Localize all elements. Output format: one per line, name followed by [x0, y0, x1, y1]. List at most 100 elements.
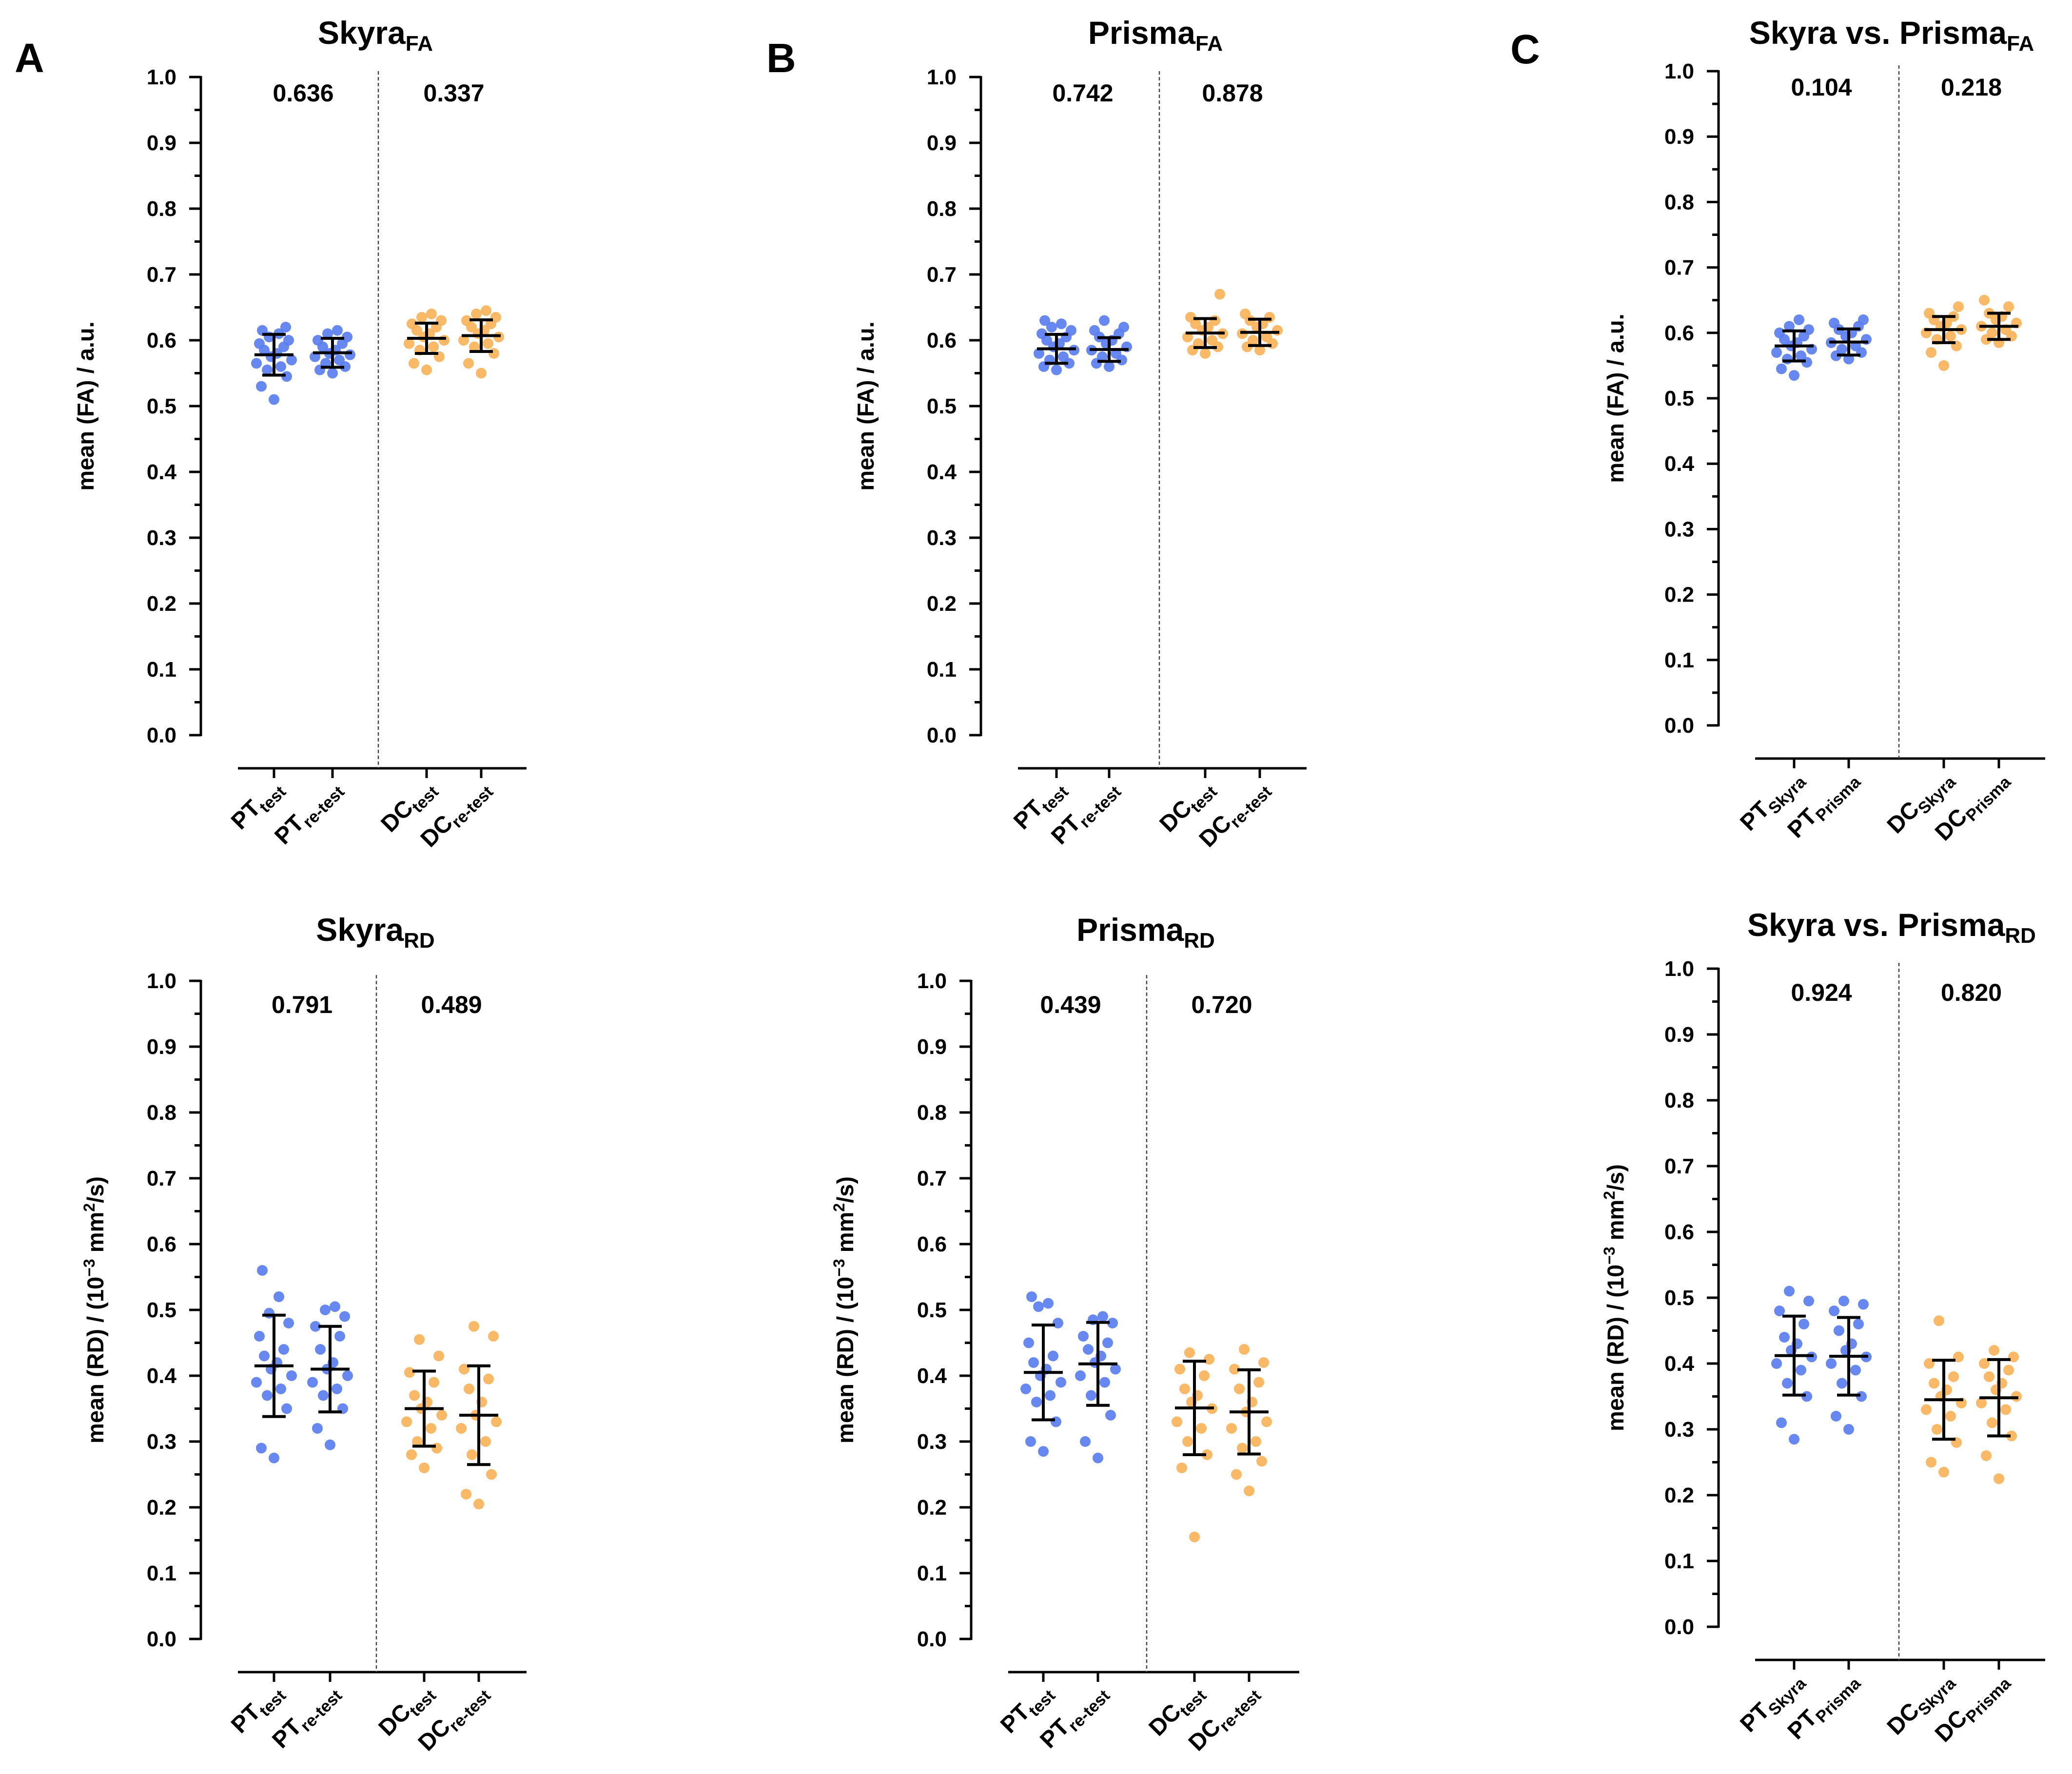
y-axis-label-superscript: −3 — [1601, 1247, 1618, 1264]
data-point — [1838, 1295, 1849, 1306]
data-point — [404, 1367, 415, 1378]
data-point — [2000, 1404, 2011, 1415]
y-tick-label: 0.2 — [1664, 1483, 1694, 1507]
data-point — [1038, 1446, 1049, 1457]
y-tick-label: 0.6 — [147, 1232, 176, 1256]
x-category-label-subscript: re-test — [1076, 782, 1125, 831]
data-point — [332, 1384, 342, 1394]
chart-title-subscript: FA — [1195, 32, 1223, 56]
panel-letter: A — [15, 35, 44, 81]
x-category-label-subscript: re-test — [1227, 782, 1275, 831]
x-category-label-subscript: Prisma — [1962, 773, 2015, 825]
data-point — [409, 358, 419, 369]
data-point — [1932, 1424, 1942, 1435]
x-category-label-subscript: Prisma — [1812, 773, 1865, 825]
data-point — [461, 315, 472, 326]
p-value-label-dc: 0.820 — [1941, 979, 2002, 1006]
data-point — [1078, 1331, 1089, 1342]
data-point — [275, 1384, 286, 1394]
data-point — [1229, 1364, 1240, 1375]
p-value-label-pt: 0.439 — [1040, 991, 1101, 1018]
data-point — [1834, 1325, 1844, 1336]
y-tick-label: 0.4 — [927, 460, 957, 484]
data-point — [1080, 1436, 1091, 1447]
data-point — [339, 1311, 350, 1322]
data-point — [471, 309, 482, 319]
series-points-2 — [1826, 1295, 1872, 1435]
y-tick-label: 0.6 — [1664, 1220, 1694, 1244]
data-point — [414, 1334, 425, 1345]
data-point — [283, 1318, 294, 1328]
data-point — [1987, 327, 1997, 338]
data-point — [1256, 1456, 1267, 1467]
y-axis-label-part: mm — [832, 1212, 858, 1259]
data-point — [1829, 317, 1839, 329]
x-category-label-subscript: re-test — [448, 782, 497, 831]
data-point — [1853, 1319, 1864, 1329]
chart-panel-3: C Skyra vs. PrismaFA 0.0 0.1 0.2 0.3 0.4 0.5 0.6… — [1510, 15, 2045, 846]
y-tick-label: 0.2 — [147, 592, 176, 616]
data-point — [251, 358, 262, 369]
data-point — [426, 309, 437, 319]
y-axis-label-part: mean (RD) / (10 — [1603, 1265, 1628, 1431]
y-axis-label-part: /s) — [832, 1176, 858, 1203]
y-tick-label: 0.9 — [147, 1035, 176, 1059]
data-point — [1033, 1301, 1044, 1312]
data-point — [1929, 1378, 1939, 1389]
data-point — [480, 1436, 491, 1447]
p-value-label-pt: 0.791 — [272, 991, 332, 1018]
data-point — [1976, 1398, 1987, 1408]
data-point — [1234, 1384, 1245, 1394]
chart-title-main: Prisma — [1088, 15, 1196, 51]
data-point — [483, 338, 493, 349]
data-point — [1043, 1298, 1054, 1309]
x-category-label-subscript: re-test — [299, 782, 348, 831]
chart-title: PrismaRD — [1076, 912, 1215, 953]
y-axis-label-superscript: 2 — [1601, 1191, 1618, 1200]
data-point — [491, 1416, 502, 1427]
data-point — [1099, 315, 1110, 326]
y-tick-label: 0.7 — [147, 263, 176, 287]
y-tick-label: 1.0 — [1664, 59, 1694, 83]
data-point — [1196, 1423, 1207, 1434]
data-point — [1796, 350, 1806, 361]
data-point — [1066, 325, 1076, 336]
series-points-1 — [251, 1265, 297, 1463]
x-category-label-subscript: re-test — [1065, 1686, 1114, 1735]
data-point — [1039, 315, 1050, 326]
data-point — [1989, 1345, 1999, 1356]
p-value-label-dc: 0.337 — [423, 79, 484, 107]
y-tick-label: 0.1 — [147, 1561, 176, 1585]
data-point — [332, 325, 343, 336]
y-tick-label: 0.6 — [927, 329, 957, 352]
chart-title: PrismaFA — [1088, 15, 1223, 56]
p-value-label-dc: 0.720 — [1191, 991, 1252, 1018]
y-tick-label: 0.3 — [927, 526, 957, 550]
y-tick-label: 0.7 — [1664, 1154, 1694, 1178]
data-point — [1981, 1450, 1992, 1461]
data-point — [327, 368, 338, 379]
data-point — [1053, 1318, 1063, 1328]
y-tick-label: 0.8 — [917, 1101, 947, 1125]
y-tick-label: 0.4 — [147, 460, 177, 484]
y-axis-label-part: mean (RD) / (10 — [832, 1277, 858, 1443]
y-tick-label: 0.5 — [917, 1298, 947, 1322]
data-point — [325, 1439, 335, 1450]
data-point — [436, 1410, 447, 1421]
data-point — [1172, 1416, 1182, 1427]
chart-title-subscript: RD — [404, 929, 435, 953]
y-tick-label: 0.6 — [917, 1232, 947, 1256]
data-point — [1086, 1390, 1096, 1401]
data-point — [1204, 1354, 1214, 1365]
data-point — [1200, 348, 1211, 359]
y-axis-label-part: mean (RD) / (10 — [82, 1277, 108, 1443]
y-tick-label: 0.2 — [927, 592, 957, 616]
data-point — [426, 1423, 436, 1434]
y-axis-label-part: /s) — [82, 1176, 108, 1203]
data-point — [1048, 1350, 1058, 1362]
data-point — [254, 338, 265, 349]
data-point — [256, 1443, 267, 1454]
data-point — [1261, 331, 1272, 343]
y-tick-label: 0.8 — [147, 1101, 176, 1125]
p-value-label-pt: 0.924 — [1791, 979, 1852, 1006]
